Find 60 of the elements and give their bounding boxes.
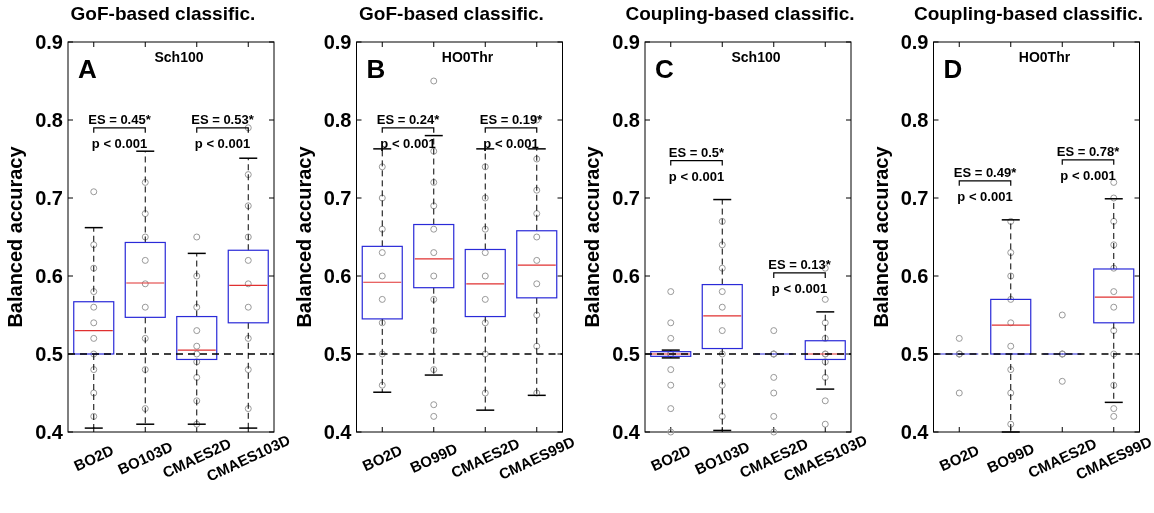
annotation: B — [366, 54, 386, 84]
y-tick-label: 0.5 — [612, 343, 640, 365]
x-tick-label: BO2D — [359, 441, 405, 475]
x-tick-label: BO2D — [648, 441, 694, 475]
chart-title: GoF-based classific. — [359, 3, 544, 24]
y-tick-label: 0.6 — [900, 265, 929, 287]
y-tick-label: 0.4 — [35, 421, 64, 443]
annotation: p < 0.001 — [194, 135, 251, 151]
text: HO0Thr — [1018, 49, 1071, 65]
y-axis-title: Balanced accuracy — [292, 145, 315, 328]
chart-title: Coupling-based classific. — [913, 3, 1144, 24]
y-tick-label: 0.7 — [323, 187, 352, 209]
y-tick-label: 0.4 — [612, 421, 641, 443]
annotation: ES = 0.24* — [376, 111, 441, 127]
annotation: p < 0.001 — [1060, 167, 1116, 183]
y-tick-label: 0.6 — [35, 265, 63, 287]
y-tick-label: 0.8 — [323, 109, 352, 131]
y-axis-title: Balanced accuracy — [581, 145, 603, 328]
annotation: C — [655, 54, 674, 84]
y-tick-label: 0.6 — [323, 265, 352, 287]
x-tick-label: BO2D — [71, 441, 117, 475]
y-tick-label: 0.6 — [612, 265, 640, 287]
y-tick-label: 0.5 — [323, 343, 352, 365]
y-tick-label: 0.7 — [35, 187, 63, 209]
annotation: p < 0.001 — [668, 168, 725, 184]
y-tick-label: 0.5 — [35, 343, 63, 365]
text: Sch100 — [154, 49, 204, 65]
chart-title: GoF-based classific. — [70, 3, 256, 24]
text: HO0Thr — [441, 49, 494, 65]
y-tick-label: 0.9 — [35, 31, 63, 53]
annotation: p < 0.001 — [771, 280, 828, 296]
y-tick-label: 0.7 — [612, 187, 640, 209]
y-tick-label: 0.7 — [900, 187, 929, 209]
annotation: p < 0.001 — [957, 188, 1013, 204]
y-tick-label: 0.4 — [323, 421, 353, 443]
y-tick-label: 0.9 — [323, 31, 352, 53]
y-tick-label: 0.8 — [35, 109, 63, 131]
annotation: ES = 0.53* — [191, 111, 255, 127]
annotation: D — [943, 54, 963, 84]
annotation: p < 0.001 — [483, 135, 539, 151]
annotation: ES = 0.19* — [479, 111, 544, 127]
x-tick-label: BO2D — [936, 441, 982, 475]
annotation: p < 0.001 — [91, 135, 148, 151]
y-tick-label: 0.9 — [900, 31, 929, 53]
y-axis-title: Balanced accuracy — [869, 145, 892, 328]
y-tick-label: 0.8 — [900, 109, 929, 131]
text: Sch100 — [731, 49, 781, 65]
y-axis-title: Balanced accuracy — [4, 145, 26, 328]
y-tick-label: 0.9 — [612, 31, 640, 53]
y-tick-label: 0.4 — [900, 421, 930, 443]
annotation: ES = 0.49* — [953, 164, 1018, 180]
y-tick-label: 0.5 — [900, 343, 929, 365]
y-tick-label: 0.8 — [612, 109, 640, 131]
annotation: ES = 0.13* — [768, 256, 832, 272]
annotation: ES = 0.78* — [1056, 143, 1121, 159]
annotation: A — [78, 54, 97, 84]
annotation: ES = 0.45* — [88, 111, 152, 127]
chart-title: Coupling-based classific. — [625, 3, 855, 24]
annotation: ES = 0.5* — [668, 144, 726, 160]
annotation: p < 0.001 — [380, 135, 436, 151]
